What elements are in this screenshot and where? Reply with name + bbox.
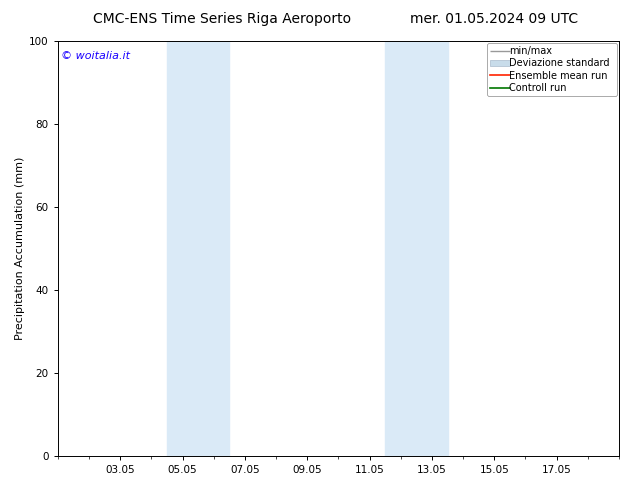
Legend: min/max, Deviazione standard, Ensemble mean run, Controll run: min/max, Deviazione standard, Ensemble m…	[488, 43, 617, 96]
Text: CMC-ENS Time Series Riga Aeroporto: CMC-ENS Time Series Riga Aeroporto	[93, 12, 351, 26]
Bar	[385, 41, 448, 456]
Bar	[167, 41, 230, 456]
Text: mer. 01.05.2024 09 UTC: mer. 01.05.2024 09 UTC	[410, 12, 579, 26]
Text: © woitalia.it: © woitalia.it	[61, 51, 129, 61]
Y-axis label: Precipitation Accumulation (mm): Precipitation Accumulation (mm)	[15, 157, 25, 340]
